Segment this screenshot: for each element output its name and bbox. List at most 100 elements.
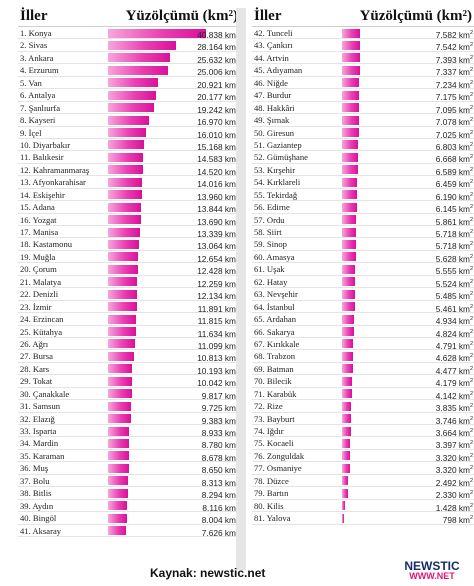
- area-value-label: 5.461 km2: [435, 303, 473, 314]
- area-bar: [108, 488, 128, 498]
- area-value-label: 7.337 km2: [435, 67, 473, 78]
- area-value-label: 4.934 km2: [435, 315, 473, 326]
- province-label: 6. Antalya: [20, 90, 56, 101]
- province-label: 70. Bilecik: [254, 376, 292, 387]
- area-value-label: 4.477 km2: [435, 365, 473, 376]
- area-bar: [342, 289, 356, 299]
- area-bar: [108, 389, 132, 399]
- area-value-label: 7.234 km2: [435, 79, 473, 90]
- area-bar: [108, 152, 143, 162]
- area-bar: [108, 165, 143, 175]
- province-label: 49. Şırnak: [254, 115, 290, 126]
- area-value-label: 3.397 km2: [435, 440, 473, 451]
- province-label: 43. Çankırı: [254, 40, 293, 51]
- table-row: 55. Tekirdağ 6.190 km2: [252, 189, 474, 201]
- table-row: 70. Bilecik 4.179 km2: [252, 375, 474, 388]
- area-bar: [108, 302, 137, 312]
- table-row: 72. Rize 3.835 km2: [252, 400, 474, 413]
- area-value-label: 5.718 km2: [435, 228, 473, 239]
- province-label: 58. Siirt: [254, 227, 282, 237]
- province-label: 2. Sivas: [20, 40, 48, 51]
- province-label: 33. Isparta: [20, 426, 57, 436]
- area-bar: [108, 103, 155, 113]
- province-label: 76. Zonguldak: [254, 450, 305, 461]
- area-value-label: 4.791 km2: [435, 340, 473, 351]
- area-value-label: 2.492 km2: [435, 477, 473, 488]
- area-value-label: 6.589 km2: [435, 166, 473, 177]
- area-bar: [342, 53, 360, 63]
- area-bar: [342, 376, 353, 386]
- table-row: 46. Niğde 7.234 km2: [252, 77, 474, 90]
- province-label: 11. Balıkesir: [20, 152, 64, 163]
- area-value-label: 7.393 km2: [435, 54, 473, 65]
- area-bar: [342, 426, 351, 436]
- right-header-provinces: İller: [254, 8, 282, 24]
- table-row: 54. Kırklareli 6.459 km2: [252, 176, 474, 189]
- table-row: 45. Adıyaman 7.337 km2: [252, 64, 474, 78]
- table-row: 69. Batman 4.477 km2: [252, 363, 474, 376]
- newstic-logo: NEWSTIC WWW.NET: [394, 560, 470, 584]
- province-label: 5. Van: [20, 77, 42, 88]
- area-bar: [108, 40, 176, 50]
- area-bar: [342, 40, 361, 50]
- area-value-label: 6.803 km2: [435, 141, 473, 152]
- province-label: 16. Yozgat: [20, 214, 57, 225]
- province-label: 40. Bingöl: [20, 513, 57, 524]
- table-row: 74. Iğdır 3.664 km2: [252, 425, 474, 438]
- province-label: 13. Afyonkarahisar: [20, 177, 86, 188]
- table-row: 44. Artvin 7.393 km2: [252, 52, 474, 65]
- area-bar: [342, 152, 358, 162]
- area-bar: [342, 339, 354, 349]
- table-row: 48. Hakkâri 7.095 km2: [252, 102, 474, 114]
- province-label: 77. Osmaniye: [254, 463, 302, 474]
- province-label: 26. Ağrı: [20, 338, 49, 349]
- source-text: Kaynak: newstic.net: [150, 566, 266, 580]
- area-value-label: 4.628 km2: [435, 353, 473, 364]
- area-value-label: 3.835 km2: [435, 402, 473, 413]
- area-bar: [108, 277, 138, 287]
- province-label: 69. Batman: [254, 363, 294, 374]
- area-bar: [108, 289, 138, 299]
- province-label: 67. Kırıkkale: [254, 338, 300, 349]
- right-rows: 42. Tunceli 7.582 km2 43. Çankırı 7.542 km2…: [252, 27, 474, 525]
- province-label: 21. Malatya: [20, 276, 62, 287]
- table-row: 80. Kilis 1.428 km2: [252, 500, 474, 512]
- province-label: 65. Ardahan: [254, 314, 297, 325]
- area-bar: [108, 314, 137, 324]
- area-bar: [342, 65, 360, 75]
- province-label: 81. Yalova: [254, 513, 291, 524]
- province-label: 30. Çanakkale: [20, 388, 70, 399]
- left-header-area: Yüzölçümü (km²): [125, 8, 238, 24]
- province-label: 42. Tunceli: [254, 28, 293, 38]
- province-label: 52. Gümüşhane: [254, 152, 308, 163]
- area-value-label: 5.718 km2: [435, 241, 473, 252]
- province-label: 57. Ordu: [254, 214, 285, 225]
- table-row: 78. Düzce 2.492 km2: [252, 475, 474, 488]
- area-bar: [342, 28, 361, 38]
- area-bar: [108, 227, 140, 237]
- province-label: 47. Burdur: [254, 90, 292, 101]
- area-value-label: 3.664 km2: [435, 427, 473, 438]
- table-row: 73. Bayburt 3.746 km2: [252, 413, 474, 425]
- area-bar: [108, 414, 131, 424]
- area-bar: [342, 190, 357, 200]
- province-label: 20. Çorum: [20, 264, 57, 275]
- area-bar: [108, 90, 157, 100]
- right-header-area: Yüzölçümü (km²): [359, 8, 472, 24]
- area-value-label: 6.668 km2: [435, 154, 473, 165]
- province-label: 4. Erzurum: [20, 65, 59, 76]
